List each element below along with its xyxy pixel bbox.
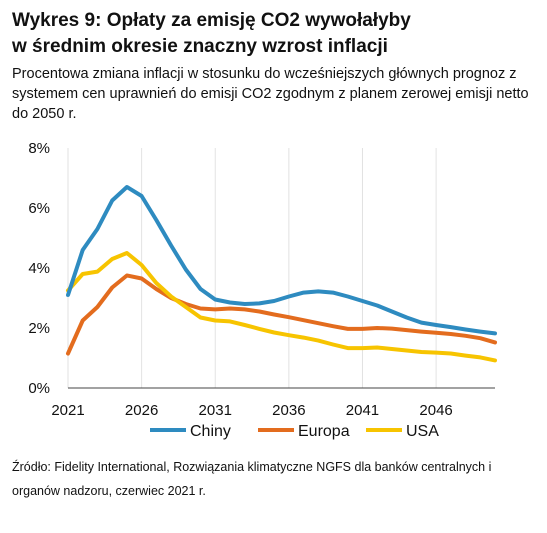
y-tick-label: 6% bbox=[28, 200, 50, 217]
x-tick-label: 2036 bbox=[272, 402, 305, 419]
legend-label-chiny: Chiny bbox=[190, 423, 231, 440]
x-tick-label: 2031 bbox=[199, 402, 232, 419]
legend-label-europa: Europa bbox=[298, 423, 350, 440]
x-tick-label: 2041 bbox=[346, 402, 379, 419]
chart-subtitle: Procentowa zmiana inflacji w stosunku do… bbox=[12, 66, 529, 122]
x-tick-label: 2021 bbox=[51, 402, 84, 419]
chart-title-line-1: Wykres 9: Opłaty za emisję CO2 wywołałyb… bbox=[12, 10, 411, 31]
chart-title: Wykres 9: Opłaty za emisję CO2 wywołałyb… bbox=[12, 8, 537, 60]
y-tick-label: 4% bbox=[28, 260, 50, 277]
y-tick-label: 2% bbox=[28, 320, 50, 337]
chart-title-line-2: w średnim okresie znaczny wzrost inflacj… bbox=[12, 36, 388, 57]
source-note: Źródło: Fidelity International, Rozwiąza… bbox=[12, 460, 492, 498]
series-line-chiny bbox=[66, 185, 497, 336]
x-tick-label: 2046 bbox=[419, 402, 452, 419]
x-tick-label: 2026 bbox=[125, 402, 158, 419]
y-tick-label: 8% bbox=[28, 140, 50, 157]
y-tick-label: 0% bbox=[28, 380, 50, 397]
legend-label-usa: USA bbox=[406, 423, 439, 440]
series-line-europa bbox=[66, 273, 497, 356]
series-line-usa bbox=[66, 251, 497, 363]
line-chart: 0% 2% 4% 6% 8% 2021 2026 2031 2036 2041 2046 Chiny E… bbox=[28, 140, 497, 440]
